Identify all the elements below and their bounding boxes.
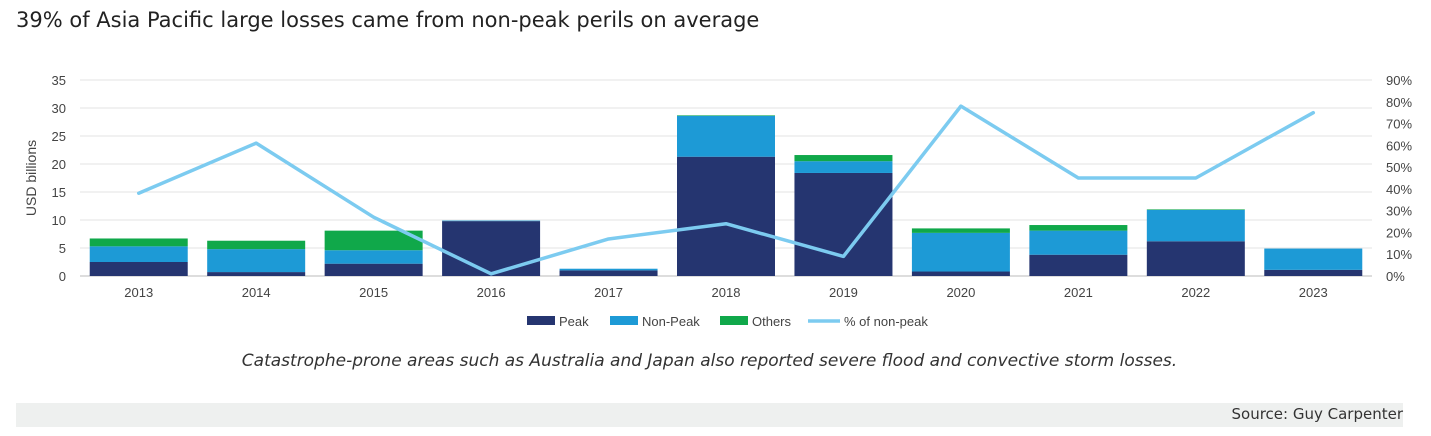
bar-non-peak — [1029, 230, 1128, 255]
bar-non-peak — [559, 268, 658, 271]
source-bar: Source: Guy Carpenter — [16, 403, 1403, 427]
left-tick-label: 5 — [59, 241, 66, 256]
x-tick-label: 2018 — [712, 285, 741, 300]
bar-peak — [324, 263, 423, 276]
bar-non-peak — [911, 232, 1010, 272]
right-tick-label: 90% — [1386, 73, 1412, 88]
bar-others — [1029, 225, 1128, 231]
right-tick-label: 70% — [1386, 117, 1412, 132]
bar-non-peak — [89, 246, 188, 262]
bar-non-peak — [324, 250, 423, 264]
left-axis-ticks: 0 5 10 15 20 25 30 35 — [52, 73, 66, 284]
bar-others — [911, 228, 1010, 233]
right-tick-label: 20% — [1386, 225, 1412, 240]
left-tick-label: 0 — [59, 269, 66, 284]
bar-peak — [911, 271, 1010, 276]
bar-others — [677, 115, 775, 116]
bar-others — [1146, 209, 1245, 210]
x-tick-label: 2020 — [946, 285, 975, 300]
x-tick-label: 2013 — [124, 285, 153, 300]
x-axis-ticks: 2013 2014 2015 2016 2017 2018 2019 2020 2021 2022… — [124, 285, 1327, 300]
chart-title: 39% of Asia Pacific large losses came fr… — [16, 8, 760, 32]
bar-others — [324, 230, 423, 251]
bar-non-peak — [677, 115, 775, 157]
chart: 0 5 10 15 20 25 30 35 0% 10% 20% 30% 40% 50% 60% 70% 80… — [23, 73, 1412, 329]
bar-non-peak — [207, 249, 306, 273]
bar-non-peak — [1146, 209, 1245, 242]
bar-non-peak — [794, 161, 893, 173]
bar-peak — [794, 172, 893, 276]
right-tick-label: 40% — [1386, 182, 1412, 197]
bar-peak — [207, 272, 306, 276]
x-tick-label: 2023 — [1299, 285, 1328, 300]
x-tick-label: 2021 — [1064, 285, 1093, 300]
x-tick-label: 2014 — [242, 285, 271, 300]
right-tick-label: 30% — [1386, 204, 1412, 219]
bar-peak — [1146, 241, 1245, 276]
left-tick-label: 10 — [52, 213, 66, 228]
bar-peak — [1264, 269, 1363, 276]
bar-non-peak — [442, 220, 541, 222]
right-tick-label: 80% — [1386, 95, 1412, 110]
right-axis-ticks: 0% 10% 20% 30% 40% 50% 60% 70% 80% 90% — [1386, 73, 1412, 284]
bar-non-peak — [1264, 248, 1363, 270]
bar-peak — [1029, 254, 1128, 276]
x-tick-label: 2016 — [477, 285, 506, 300]
x-tick-label: 2017 — [594, 285, 623, 300]
legend: Peak Non-Peak Others % of non-peak — [527, 314, 928, 329]
right-tick-label: 10% — [1386, 247, 1412, 262]
x-tick-label: 2019 — [829, 285, 858, 300]
right-tick-label: 0% — [1386, 269, 1405, 284]
legend-label: Non-Peak — [642, 314, 700, 329]
x-tick-label: 2022 — [1181, 285, 1210, 300]
legend-label: % of non-peak — [844, 314, 928, 329]
legend-swatch — [527, 316, 555, 325]
bar-peak — [442, 221, 541, 276]
bar-others — [89, 238, 188, 247]
bar-others — [207, 240, 306, 250]
left-tick-label: 15 — [52, 185, 66, 200]
right-tick-label: 50% — [1386, 160, 1412, 175]
legend-swatch — [720, 316, 748, 325]
left-tick-label: 20 — [52, 157, 66, 172]
legend-label: Others — [752, 314, 792, 329]
chart-caption: Catastrophe-prone areas such as Australi… — [241, 351, 1178, 371]
bar-others — [794, 155, 893, 162]
non-peak-line — [136, 104, 1316, 276]
left-axis-label: USD billions — [23, 140, 39, 216]
right-tick-label: 60% — [1386, 138, 1412, 153]
left-tick-label: 35 — [52, 73, 66, 88]
left-tick-label: 30 — [52, 101, 66, 116]
legend-label: Peak — [559, 314, 589, 329]
x-tick-label: 2015 — [359, 285, 388, 300]
source-text: Source: Guy Carpenter — [1231, 405, 1403, 423]
bar-peak — [677, 156, 775, 276]
bar-peak — [559, 270, 658, 276]
left-tick-label: 25 — [52, 129, 66, 144]
legend-swatch — [610, 316, 638, 325]
bars — [89, 115, 1363, 276]
bar-peak — [89, 262, 188, 276]
